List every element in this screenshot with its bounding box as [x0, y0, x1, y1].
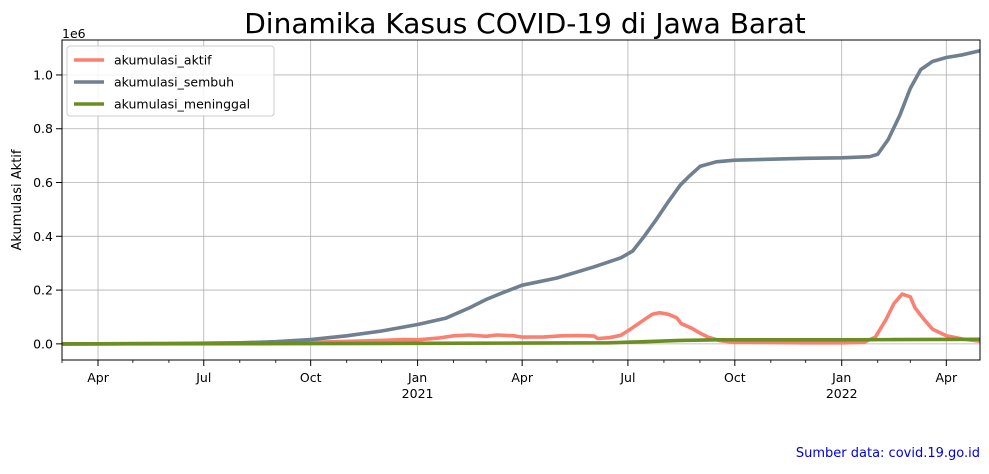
- y-scale-label: 1e6: [62, 26, 86, 41]
- legend-label-akumulasi_sembuh: akumulasi_sembuh: [114, 75, 234, 90]
- series-line-akumulasi_meninggal: [61, 337, 981, 346]
- x-tick-label: Apr: [87, 370, 109, 385]
- y-tick-label: 1.0: [33, 67, 53, 82]
- plot-frame: [61, 39, 981, 361]
- x-tick-label: Oct: [724, 370, 746, 385]
- y-tick-label: 0.6: [33, 175, 53, 190]
- y-tick-label: 0.8: [33, 121, 53, 136]
- legend-label-akumulasi_meninggal: akumulasi_meninggal: [114, 97, 250, 112]
- y-ticks: 0.0 0.2 0.4 0.6 0.8 1.0: [33, 67, 62, 351]
- legend: akumulasi_aktif akumulasi_sembuh akumulasi…: [66, 45, 275, 117]
- x-tick-year-label: 2021: [402, 386, 434, 401]
- chart-title: Dinamika Kasus COVID-19 di Jawa Barat: [244, 7, 805, 40]
- x-tick-label: Jan: [831, 370, 851, 385]
- x-tick-label: Jul: [195, 370, 211, 385]
- x-tick-label: Jul: [619, 370, 635, 385]
- y-axis-label: Akumulasi Aktif: [10, 149, 25, 250]
- x-tick-label: Apr: [935, 370, 957, 385]
- y-tick-label: 0.2: [33, 283, 53, 298]
- series-line-akumulasi_aktif: [61, 292, 981, 346]
- x-tick-label: Oct: [300, 370, 322, 385]
- x-tick-year-label: 2022: [826, 386, 858, 401]
- legend-label-akumulasi_aktif: akumulasi_aktif: [114, 53, 212, 68]
- series-layer: [61, 49, 981, 346]
- axes: [61, 39, 981, 361]
- y-tick-label: 0.4: [33, 229, 53, 244]
- series-line-akumulasi_sembuh: [61, 49, 981, 346]
- y-tick-label: 0.0: [33, 336, 53, 351]
- source-note: Sumber data: covid.19.go.id: [796, 446, 980, 461]
- x-tick-label: Apr: [511, 370, 533, 385]
- legend-box: [66, 45, 275, 117]
- x-tick-label: Jan: [407, 370, 427, 385]
